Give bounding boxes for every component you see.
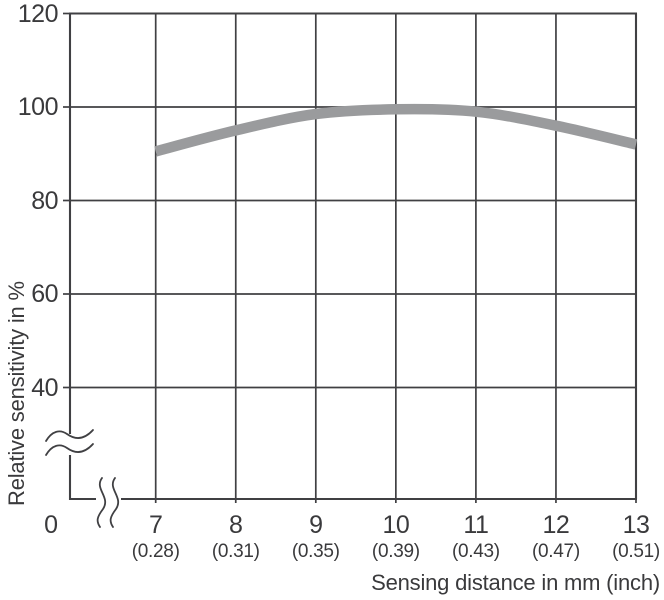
origin-zero-label: 0 [44,511,58,539]
y-tick-label-60: 60 [31,280,58,308]
y-axis-break-wave-2 [45,443,94,456]
x-tick-label-inch-9: (0.35) [291,541,340,562]
x-axis-title: Sensing distance in mm (inch) [371,570,660,595]
x-tick-label-mm-8: 8 [229,511,243,539]
x-tick-label-mm-12: 12 [542,511,570,539]
x-tick-label-inch-10: (0.39) [371,541,420,562]
y-axis-break-wave-1 [45,429,94,442]
x-tick-label-inch-7: (0.28) [131,541,180,562]
x-tick-label-mm-9: 9 [309,511,323,539]
x-axis-break-wave-2 [109,477,119,528]
x-tick-label-inch-12: (0.47) [532,541,580,562]
x-tick-label-mm-10: 10 [382,511,410,539]
y-tick-label-40: 40 [31,373,58,402]
y-tick-label-80: 80 [31,186,58,215]
x-tick-label-inch-11: (0.43) [451,541,500,562]
x-tick-label-mm-7: 7 [148,511,163,539]
x-tick-label-inch-13: (0.51) [612,541,660,562]
x-axis-break-wave-1 [96,477,106,528]
y-tick-label-100: 100 [17,93,59,121]
x-tick-label-inch-8: (0.31) [211,541,260,562]
sensitivity-curve [154,103,638,157]
y-tick-label-120: 120 [17,0,59,28]
y-axis-title: Relative sensitivity in % [4,281,29,506]
x-tick-label-mm-13: 13 [622,511,650,539]
x-tick-label-mm-11: 11 [463,511,489,539]
